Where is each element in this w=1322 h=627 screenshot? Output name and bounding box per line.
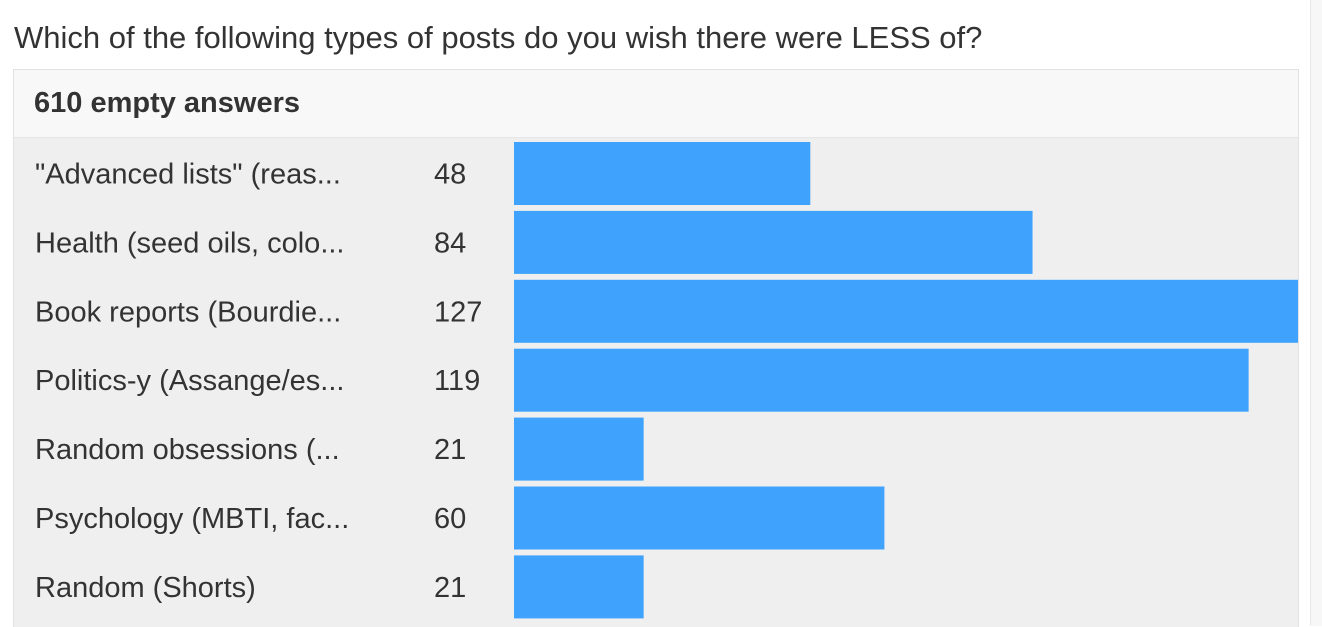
bar-row: Politics-y (Assange/es... 119 <box>35 348 1249 412</box>
value-label: 21 <box>434 572 466 604</box>
category-label: Random obsessions (... <box>35 434 340 466</box>
bar-row: Psychology (MBTI, fac... 60 <box>35 486 885 550</box>
value-label: 119 <box>434 365 480 397</box>
value-label: 84 <box>434 227 466 259</box>
bar-row: Random (Shorts) 21 <box>35 555 644 619</box>
bar <box>514 210 1033 274</box>
category-label: Random (Shorts) <box>35 572 256 604</box>
category-label: Politics-y (Assange/es... <box>35 365 344 397</box>
bar <box>514 486 885 550</box>
category-label: "Advanced lists" (reas... <box>35 159 341 191</box>
value-label: 127 <box>434 296 482 328</box>
results-card: 610 empty answers "Advanced lists" (reas… <box>13 69 1299 627</box>
bar <box>514 555 644 619</box>
value-label: 48 <box>434 159 466 191</box>
bar <box>514 348 1249 412</box>
bar-row: Health (seed oils, colo... 84 <box>35 210 1033 274</box>
value-label: 60 <box>434 503 466 535</box>
bar-row: Random obsessions (... 21 <box>35 417 644 481</box>
bar-chart: "Advanced lists" (reas... 48 Health (seed … <box>35 142 1298 619</box>
bar <box>514 417 644 481</box>
bar <box>514 142 811 205</box>
category-label: Health (seed oils, colo... <box>35 227 344 259</box>
card-header: 610 empty answers <box>14 70 1298 138</box>
scrollbar-track[interactable] <box>1310 0 1322 626</box>
category-label: Book reports (Bourdie... <box>35 296 341 328</box>
category-label: Psychology (MBTI, fac... <box>35 503 349 535</box>
bar-row: Book reports (Bourdie... 127 <box>35 279 1298 343</box>
question-text: Which of the following types of posts do… <box>14 20 983 55</box>
bar <box>514 279 1298 343</box>
value-label: 21 <box>434 434 466 466</box>
empty-answers-count: 610 empty answers <box>34 87 300 119</box>
bar-row: "Advanced lists" (reas... 48 <box>35 142 811 205</box>
